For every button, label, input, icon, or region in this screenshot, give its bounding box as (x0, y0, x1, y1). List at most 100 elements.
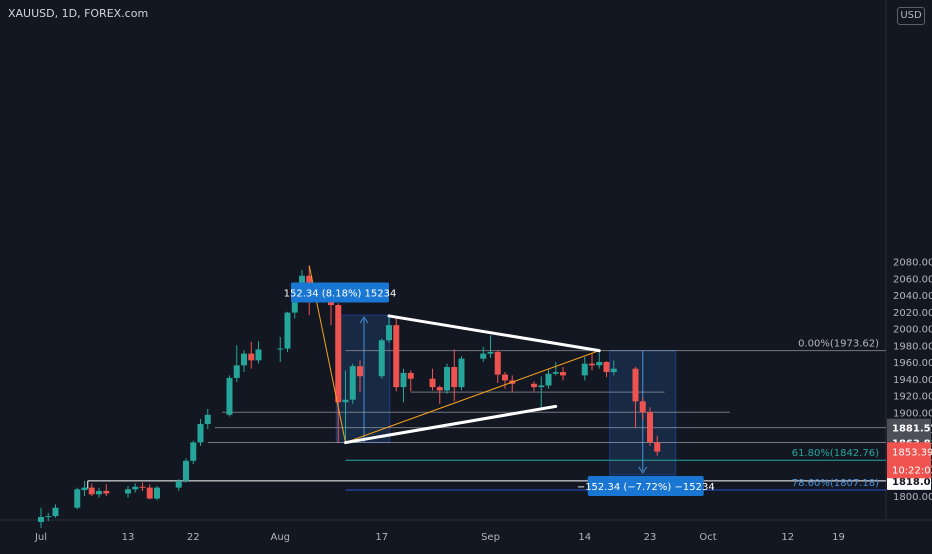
triangle-pattern (344, 314, 601, 445)
fib-anchor-line-b (345, 350, 600, 444)
y-tick-label: 1960.00 (893, 358, 932, 369)
candle-body (335, 305, 342, 403)
candle-body (96, 490, 102, 495)
x-tick-label: 22 (187, 532, 200, 543)
candle-body (45, 516, 52, 518)
candle (378, 338, 385, 379)
candle (386, 315, 392, 343)
candle (458, 356, 465, 391)
candle (146, 484, 153, 500)
candle-body (654, 442, 661, 452)
y-tick-label: 2080.00 (893, 258, 932, 269)
candle (74, 487, 81, 510)
candle (204, 408, 211, 429)
candle (190, 440, 197, 465)
candle (632, 367, 639, 428)
fib-label: 61.80%(1842.76) (792, 448, 879, 459)
candle-body (183, 460, 189, 481)
candle (103, 484, 110, 496)
candle (552, 362, 559, 376)
candle-body (639, 401, 646, 413)
candle-body (494, 351, 501, 375)
candle (407, 370, 414, 392)
candle-body (596, 362, 603, 366)
measure-label-down-text: −152.34 (−7.72%) −15234 (577, 482, 715, 493)
candle (139, 482, 146, 491)
candle (596, 351, 603, 369)
candle-body (139, 486, 146, 488)
candle-body (610, 368, 617, 373)
level-lines (207, 350, 886, 444)
fib-label: 78.60%(1807.18) (792, 478, 879, 489)
candle-body (531, 383, 537, 388)
candle-body (342, 399, 349, 403)
y-tick-label: 2040.00 (893, 291, 932, 302)
candle-body (647, 412, 653, 443)
candle-body (248, 353, 255, 361)
measure-arrow-up-head (359, 316, 369, 324)
candle-body (154, 487, 160, 499)
candle-body (204, 414, 211, 424)
candle-body (175, 480, 182, 488)
candle (610, 360, 617, 376)
candle-body (378, 340, 385, 377)
candle-body (74, 489, 81, 508)
candle (531, 381, 537, 392)
candle-body (545, 373, 552, 386)
candle (560, 367, 566, 381)
price-tag-1881: 1881.57 (892, 424, 932, 435)
x-tick-label: Oct (699, 532, 716, 543)
candle (197, 418, 204, 446)
y-tick-label: 1980.00 (893, 341, 932, 352)
y-tick-label: 2000.00 (893, 325, 932, 336)
candle (509, 375, 516, 393)
candle-body (436, 387, 443, 391)
candle (639, 397, 646, 420)
candle (451, 349, 458, 402)
candle (45, 512, 52, 522)
candle-body (88, 487, 95, 495)
candle (349, 363, 356, 404)
measure-label-up: 152.34 (8.18%) 15234 (284, 282, 396, 303)
candle (88, 483, 95, 496)
candle (393, 316, 400, 392)
candle-body (132, 486, 139, 490)
candle (183, 458, 189, 483)
candle (436, 385, 443, 404)
candle-body (103, 490, 110, 494)
candle-body (277, 348, 284, 350)
y-tick-label: 1940.00 (893, 375, 932, 386)
triangle-lower-line (344, 404, 558, 445)
candle (589, 353, 595, 371)
x-tick-label: 13 (122, 532, 135, 543)
candle (241, 350, 247, 373)
candle-body (241, 353, 247, 366)
current-price-tag-bg (887, 442, 931, 479)
measure-box-up (335, 314, 391, 444)
triangle-upper-line (387, 314, 601, 353)
candle (342, 370, 349, 445)
candle-body (458, 358, 465, 388)
candle-body (255, 349, 262, 361)
x-tick-label: Aug (270, 532, 290, 543)
candle-body (393, 325, 400, 388)
y-tick-label: 2020.00 (893, 308, 932, 319)
candle (277, 336, 284, 362)
current-price-tag: 1853.39 (892, 447, 932, 458)
symbol-title: XAUUSD, 1D, FOREX.com (8, 7, 149, 20)
candle (603, 361, 610, 378)
candle (647, 407, 653, 446)
x-tick-label: Jul (34, 532, 47, 543)
candle (480, 346, 487, 362)
candle (255, 341, 262, 364)
price-tag-1881-bg (887, 418, 931, 437)
y-tick-label: 1900.00 (893, 408, 932, 419)
candle (52, 504, 59, 518)
measure-arrow-down-head (638, 466, 648, 474)
candle-body (349, 366, 356, 400)
candle-body (291, 296, 298, 313)
candle-body (429, 378, 436, 388)
currency-badge[interactable]: USD (897, 7, 925, 25)
